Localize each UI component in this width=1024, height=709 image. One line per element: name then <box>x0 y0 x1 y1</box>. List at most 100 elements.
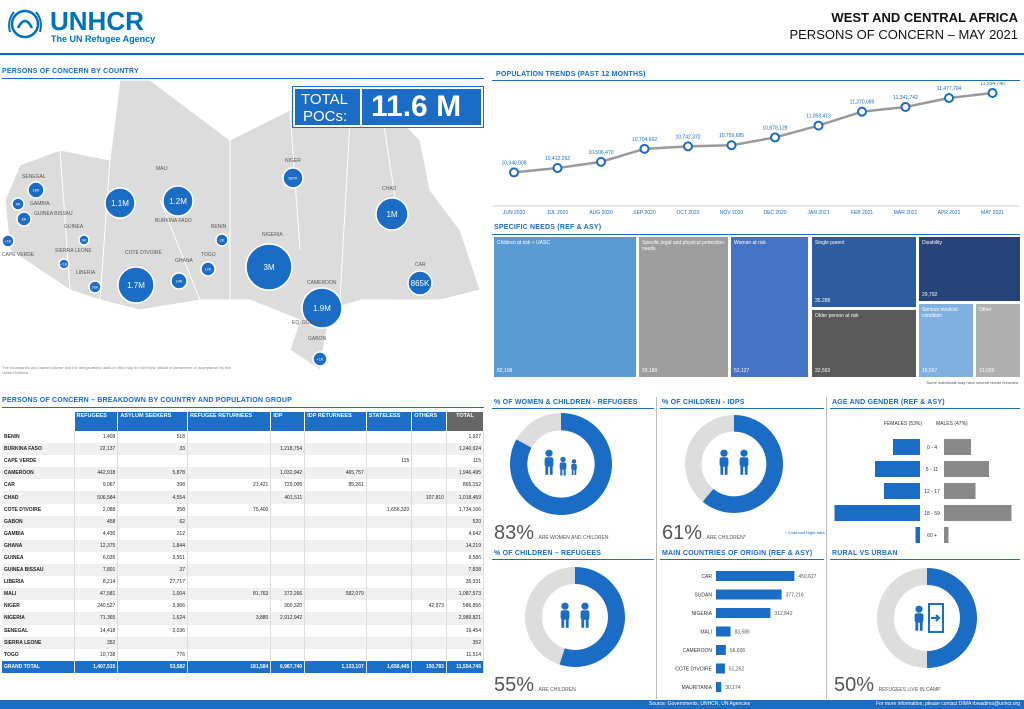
trend-value-label: 10,506,470 <box>588 150 613 156</box>
women-title: % OF WOMEN & CHILDREN - REFUGEES <box>494 399 638 406</box>
table-cell <box>187 648 272 661</box>
trend-axis-label: APR 2021 <box>938 210 961 216</box>
age-label: 0 - 4 <box>927 445 937 451</box>
table-cell: 7,838 <box>446 564 485 577</box>
table-cell <box>411 612 447 625</box>
country-label-togo: TOGO <box>201 252 216 258</box>
bubble-value-guinea-bissau: 8K <box>22 217 27 222</box>
country-label-cote-d-ivoire: COTE D'IVOIRE <box>125 250 162 256</box>
bubble-value-gambia: 4K <box>16 202 21 207</box>
trend-point <box>900 101 911 112</box>
trend-point <box>509 167 519 178</box>
table-cell: 352 <box>446 636 485 649</box>
table-country: GHANA <box>2 539 75 552</box>
donut-value-arc <box>510 413 612 515</box>
trend-point <box>596 156 606 167</box>
table-cell <box>304 636 367 649</box>
bubble-togo <box>200 261 216 277</box>
table-row: TOGO 10,738 776 11,514 <box>2 648 485 661</box>
bubble-nigeria <box>245 243 293 291</box>
table-cell <box>411 503 447 516</box>
unhcr-logo-icon <box>8 9 42 39</box>
bubble-car <box>407 270 433 296</box>
table-cell: 9,067 <box>74 479 119 492</box>
table-country: NIGER <box>2 600 75 613</box>
table-cell: 14,418 <box>74 624 119 637</box>
footer-contact: For more information, please contact DIM… <box>875 701 1020 707</box>
table-cell: 300,320 <box>270 600 306 613</box>
table-row: CAR 9,067 398 21,421 729,005 85,261 865,152 <box>2 479 485 492</box>
country-label-gabon: GABON <box>308 336 326 342</box>
origin-label: COTE D'IVOIRE <box>675 667 712 673</box>
trend-point <box>770 132 780 143</box>
table-cell <box>411 527 447 540</box>
table-cell <box>411 564 447 577</box>
table-cell <box>411 551 447 565</box>
bubble-value-niger: 587K <box>288 176 298 181</box>
table-country: NIGERIA <box>2 612 75 625</box>
trend-axis-label: SEP 2020 <box>633 210 656 216</box>
bubble-cape-verde <box>1 234 15 248</box>
origin-bar <box>716 663 725 674</box>
country-label-guinea-bissau: GUINEA BISSAU <box>34 211 73 217</box>
map-rule <box>2 78 484 79</box>
table-cell <box>270 576 306 589</box>
male-bar <box>944 483 976 499</box>
table-cell <box>411 624 447 637</box>
bubble-senegal <box>27 181 45 199</box>
trend-chart: 10,346,008 JUN 2020 10,412,262 JUL 2020 10,5… <box>492 82 1020 216</box>
map-disclaimer: The boundaries and names shown and the d… <box>2 365 231 376</box>
table-country: GUINEA <box>2 551 75 565</box>
table-cell <box>304 624 367 637</box>
table-cell <box>411 455 447 468</box>
needs-tile-label: Serious medical condition <box>922 307 958 319</box>
table-cell <box>366 648 413 661</box>
table-cell: 518 <box>117 431 188 444</box>
needs-rule <box>492 234 1020 235</box>
table-cell: 35,931 <box>446 576 485 589</box>
age-label: 12 - 17 <box>924 489 940 495</box>
table-cell <box>304 527 367 540</box>
origin-bar <box>716 589 782 600</box>
needs-tile: Woman at risk 52,127 <box>731 237 808 377</box>
table-cell <box>270 527 306 540</box>
table-cell: 458 <box>74 515 119 528</box>
table-cell: 4,642 <box>446 527 485 540</box>
bubble-cameroon <box>301 287 343 329</box>
origin-value: 51,262 <box>729 667 745 673</box>
trend-axis-label: FEB 2021 <box>851 210 873 216</box>
table-row: CAPE VERDE 115 115 <box>2 455 485 468</box>
org-tagline: The UN Refugee Agency <box>51 34 156 44</box>
trend-value-label: 10,346,008 <box>501 160 526 166</box>
table-country: CAMEROON <box>2 467 75 480</box>
male-bar <box>944 439 971 455</box>
table-cell: 4,430 <box>74 527 119 540</box>
table-country: LIBERIA <box>2 576 75 589</box>
country-label-chad: CHAD <box>382 186 397 192</box>
trend-point <box>944 93 954 104</box>
origin-bar <box>716 571 795 581</box>
total-label: TOTAL <box>301 91 348 108</box>
trend-axis-label: JUL 2020 <box>547 210 568 216</box>
table-cell: 586,856 <box>446 600 485 613</box>
bubble-value-cameroon: 1.9M <box>313 304 331 313</box>
country-label-nigeria: NIGERIA <box>262 232 283 238</box>
age-label: 18 - 59 <box>924 511 940 517</box>
table-cell <box>366 576 413 589</box>
bubble-value-liberia: 26K <box>91 285 98 290</box>
idp-caption: ARE CHILDREN* <box>706 535 746 541</box>
table-cell <box>187 564 272 577</box>
table-cell <box>304 431 367 444</box>
needs-tile-label: Specific legal and physical protection n… <box>642 240 724 252</box>
origin-label: CAMEROON <box>683 648 713 654</box>
table-cell <box>304 539 367 552</box>
males-legend: MALES (47%) <box>936 421 968 427</box>
bubble-value-gabon: <1K <box>316 357 324 362</box>
table-cell: 1,240,924 <box>446 443 485 456</box>
table-cell <box>411 515 447 528</box>
table-cell: 1,087,573 <box>446 588 485 601</box>
table-cell <box>187 600 272 613</box>
table-cell <box>366 467 413 480</box>
table-cell: 2,036 <box>117 624 188 637</box>
origin-label: MAURITANIA <box>682 685 713 691</box>
